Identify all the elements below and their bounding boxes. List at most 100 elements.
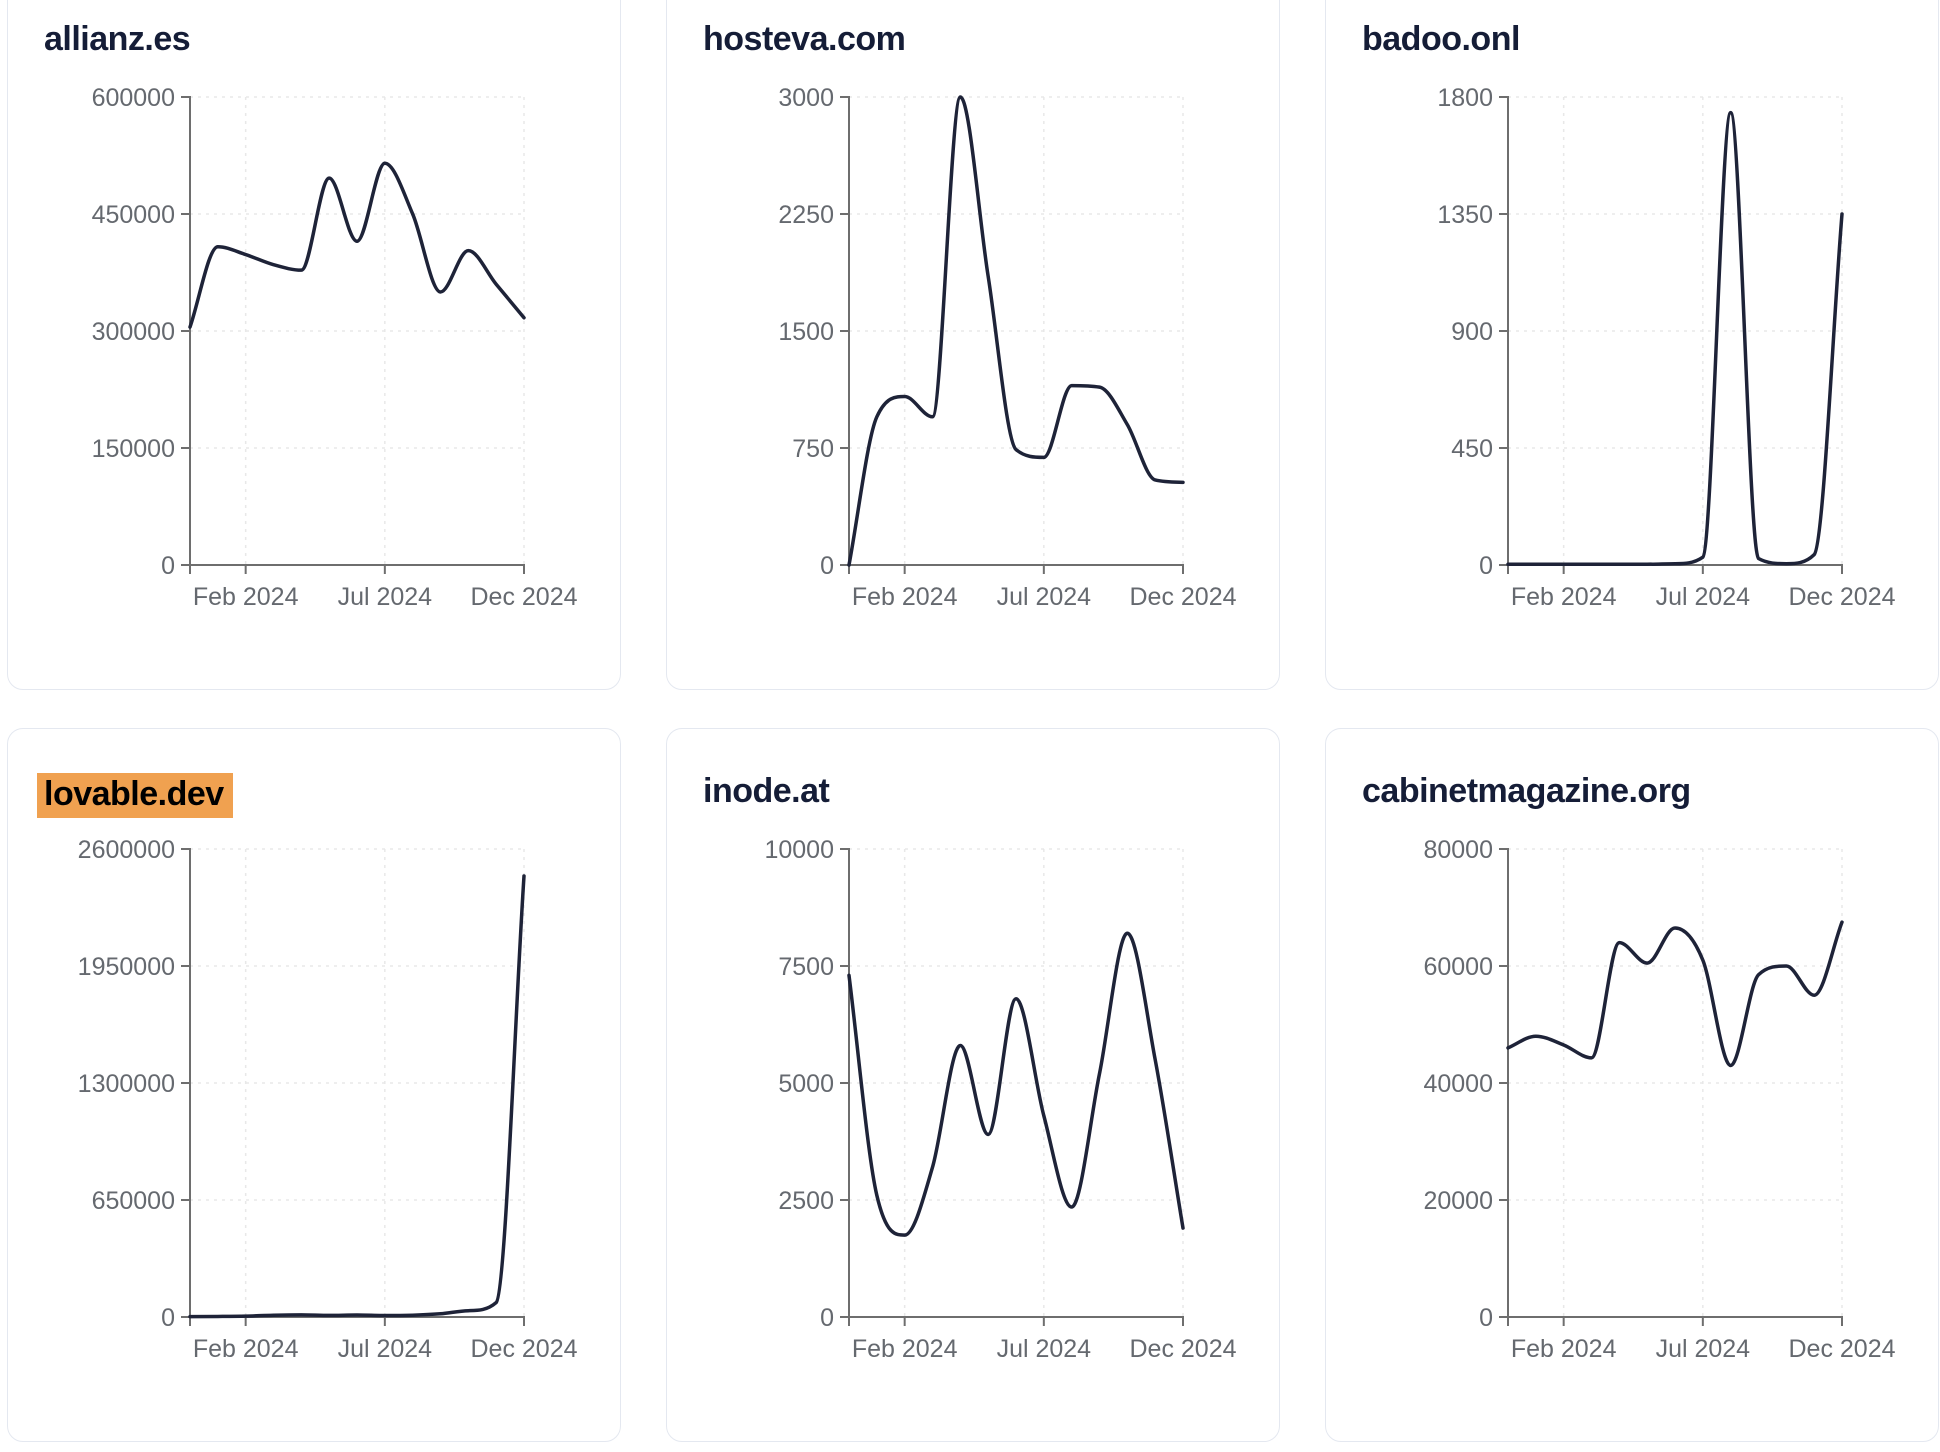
y-tick-label: 2500 bbox=[778, 1187, 834, 1215]
x-tick-label: Dec 2024 bbox=[1129, 1335, 1236, 1363]
grid-lines bbox=[849, 848, 1184, 1317]
domain-title: cabinetmagazine.org bbox=[1362, 772, 1691, 810]
grid-lines bbox=[190, 848, 525, 1317]
y-tick-label: 900 bbox=[1451, 318, 1493, 346]
y-tick-label: 300000 bbox=[92, 318, 175, 346]
x-tick-label: Feb 2024 bbox=[193, 583, 299, 611]
y-axis bbox=[1499, 96, 1509, 574]
tick-labels: 0 20000 40000 60000 80000 Feb 2024 Jul 2024 Dec… bbox=[1423, 836, 1895, 1363]
traffic-line-chart: 0 150000 300000 450000 600000 Feb 2024 Jul 202… bbox=[8, 81, 620, 633]
x-tick-label: Jul 2024 bbox=[997, 583, 1092, 611]
chart-card-title: inode.at bbox=[667, 729, 1279, 810]
x-tick-label: Dec 2024 bbox=[1788, 1335, 1895, 1363]
domain-title: badoo.onl bbox=[1362, 20, 1520, 58]
tick-labels: 0 450 900 1350 1800 Feb 2024 Jul 2024 Dec 2024 bbox=[1437, 84, 1895, 611]
x-axis bbox=[190, 1316, 525, 1326]
y-axis bbox=[840, 848, 850, 1326]
x-axis bbox=[1508, 1316, 1843, 1326]
chart-card-inode-at: inode.at 0 2500 5000 7500 10000 Feb 2024 Jul 2… bbox=[666, 728, 1280, 1442]
tick-labels: 0 750 1500 2250 3000 Feb 2024 Jul 2024 Dec 2024 bbox=[778, 84, 1236, 611]
y-tick-label: 1500 bbox=[778, 318, 834, 346]
y-tick-label: 750 bbox=[792, 435, 834, 463]
line-chart-svg: 0 20000 40000 60000 80000 Feb 2024 Jul 2024 Dec… bbox=[1423, 836, 1895, 1363]
x-tick-label: Jul 2024 bbox=[338, 583, 433, 611]
x-axis bbox=[1508, 564, 1843, 574]
grid-lines bbox=[849, 96, 1184, 565]
line-chart-svg: 0 2500 5000 7500 10000 Feb 2024 Jul 2024 Dec 20… bbox=[764, 836, 1236, 1363]
y-tick-label: 0 bbox=[820, 1304, 834, 1332]
y-tick-label: 0 bbox=[1479, 1304, 1493, 1332]
x-tick-label: Dec 2024 bbox=[1129, 583, 1236, 611]
axes bbox=[181, 848, 525, 1326]
x-axis bbox=[849, 1316, 1184, 1326]
chart-card-allianz-es: allianz.es 0 150000 300000 450000 600000 Feb … bbox=[7, 0, 621, 690]
y-tick-label: 600000 bbox=[92, 84, 175, 112]
y-tick-label: 60000 bbox=[1423, 953, 1493, 981]
x-tick-label: Feb 2024 bbox=[193, 1335, 299, 1363]
x-tick-label: Feb 2024 bbox=[852, 1335, 958, 1363]
chart-card-title: lovable.dev bbox=[8, 729, 620, 819]
x-tick-label: Jul 2024 bbox=[1656, 583, 1751, 611]
x-tick-label: Feb 2024 bbox=[1511, 1335, 1617, 1363]
chart-card-title: cabinetmagazine.org bbox=[1326, 729, 1938, 810]
chart-card-lovable-dev: lovable.dev 0 650000 1300000 1950000 2600000… bbox=[7, 728, 621, 1442]
axes bbox=[840, 848, 1184, 1326]
traffic-line-path bbox=[847, 95, 1185, 567]
x-tick-label: Dec 2024 bbox=[1788, 583, 1895, 611]
y-tick-label: 1800 bbox=[1437, 84, 1493, 112]
axes bbox=[840, 96, 1184, 574]
y-tick-label: 10000 bbox=[764, 836, 834, 864]
x-tick-label: Jul 2024 bbox=[1656, 1335, 1751, 1363]
axes bbox=[181, 96, 525, 574]
y-tick-label: 150000 bbox=[92, 435, 175, 463]
tick-labels: 0 150000 300000 450000 600000 Feb 2024 Jul 202… bbox=[92, 84, 578, 611]
traffic-line-chart: 0 650000 1300000 1950000 2600000 Feb 2024 Jul … bbox=[8, 833, 620, 1385]
traffic-line-chart: 0 750 1500 2250 3000 Feb 2024 Jul 2024 Dec 2024 bbox=[667, 81, 1279, 633]
y-tick-label: 450 bbox=[1451, 435, 1493, 463]
y-tick-label: 1950000 bbox=[78, 953, 175, 981]
traffic-line-path bbox=[188, 161, 526, 329]
y-tick-label: 650000 bbox=[92, 1187, 175, 1215]
chart-card-cabinetmagazine-org: cabinetmagazine.org 0 20000 40000 60000 8000… bbox=[1325, 728, 1939, 1442]
traffic-line-chart: 0 20000 40000 60000 80000 Feb 2024 Jul 2024 Dec… bbox=[1326, 833, 1938, 1385]
domain-title: inode.at bbox=[703, 772, 830, 810]
chart-card-title: badoo.onl bbox=[1326, 0, 1938, 58]
y-tick-label: 2250 bbox=[778, 201, 834, 229]
axes bbox=[1499, 848, 1843, 1326]
y-tick-label: 2600000 bbox=[78, 836, 175, 864]
domain-title-highlighted: lovable.dev bbox=[37, 773, 233, 819]
chart-card-hosteva-com: hosteva.com 0 750 1500 2250 3000 Feb 2024 Jul … bbox=[666, 0, 1280, 690]
domain-title: hosteva.com bbox=[703, 20, 906, 58]
traffic-line-chart: 0 2500 5000 7500 10000 Feb 2024 Jul 2024 Dec 20… bbox=[667, 833, 1279, 1385]
x-tick-label: Dec 2024 bbox=[470, 583, 577, 611]
line-chart-svg: 0 650000 1300000 1950000 2600000 Feb 2024 Jul … bbox=[78, 836, 578, 1363]
x-axis bbox=[190, 564, 525, 574]
y-tick-label: 0 bbox=[820, 552, 834, 580]
y-tick-label: 450000 bbox=[92, 201, 175, 229]
y-axis bbox=[181, 96, 191, 574]
y-tick-label: 3000 bbox=[778, 84, 834, 112]
y-tick-label: 0 bbox=[161, 1304, 175, 1332]
line-chart-svg: 0 450 900 1350 1800 Feb 2024 Jul 2024 Dec 2024 bbox=[1437, 84, 1895, 611]
line-chart-svg: 0 150000 300000 450000 600000 Feb 2024 Jul 202… bbox=[92, 84, 578, 611]
grid-lines bbox=[1508, 96, 1843, 565]
y-tick-label: 1350 bbox=[1437, 201, 1493, 229]
x-tick-label: Dec 2024 bbox=[470, 1335, 577, 1363]
traffic-line-path bbox=[847, 931, 1185, 1237]
y-tick-label: 7500 bbox=[778, 953, 834, 981]
chart-card-title: hosteva.com bbox=[667, 0, 1279, 58]
traffic-line-path bbox=[188, 874, 526, 1319]
traffic-line-path bbox=[1506, 920, 1844, 1068]
chart-card-badoo-onl: badoo.onl 0 450 900 1350 1800 Feb 2024 Jul 202… bbox=[1325, 0, 1939, 690]
x-tick-label: Jul 2024 bbox=[338, 1335, 433, 1363]
y-tick-label: 40000 bbox=[1423, 1070, 1493, 1098]
x-tick-label: Feb 2024 bbox=[852, 583, 958, 611]
domain-title: allianz.es bbox=[44, 20, 191, 58]
grid-lines bbox=[190, 96, 525, 565]
x-axis bbox=[849, 564, 1184, 574]
tick-labels: 0 2500 5000 7500 10000 Feb 2024 Jul 2024 Dec 20… bbox=[764, 836, 1236, 1363]
y-axis bbox=[181, 848, 191, 1326]
y-tick-label: 1300000 bbox=[78, 1070, 175, 1098]
traffic-line-chart: 0 450 900 1350 1800 Feb 2024 Jul 2024 Dec 2024 bbox=[1326, 81, 1938, 633]
